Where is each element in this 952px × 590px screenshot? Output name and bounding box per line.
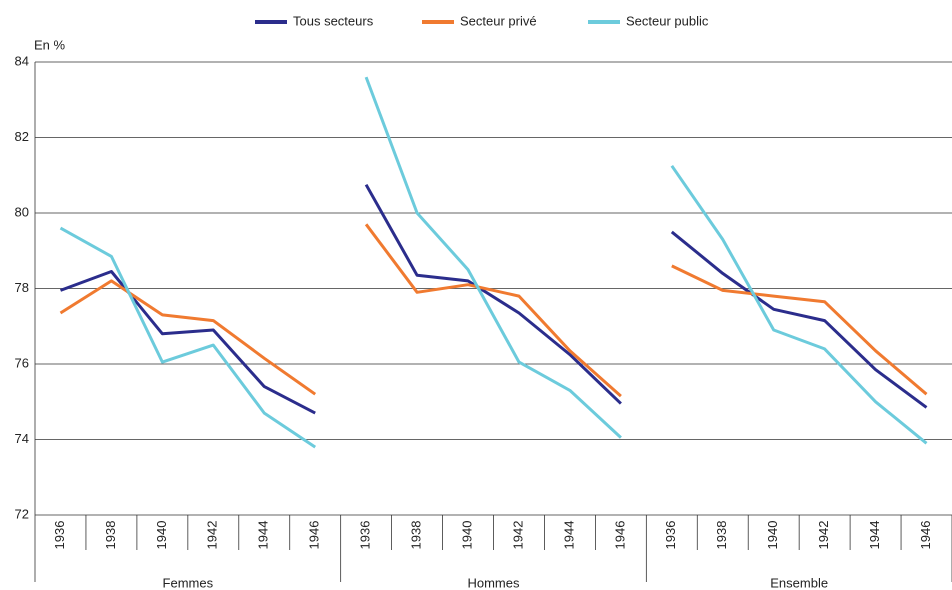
legend-label: Secteur public [626,13,709,28]
x-tick-label: 1940 [765,521,780,550]
x-tick-label: 1946 [918,521,933,550]
y-tick-label: 82 [15,129,29,144]
x-tick-label: 1940 [459,521,474,550]
legend-label: Tous secteurs [293,13,374,28]
series-line [59,226,317,449]
y-tick-label: 74 [15,431,29,446]
y-tick-label: 72 [15,506,29,521]
series-line [364,76,622,439]
y-tick-label: 78 [15,280,29,295]
x-tick-label: 1938 [103,521,118,550]
x-tick-label: 1938 [409,521,424,550]
x-tick-label: 1936 [52,521,67,550]
series-line [670,164,928,445]
x-tick-label: 1940 [154,521,169,550]
series-line [364,183,622,405]
group-label: Hommes [467,575,520,590]
series-line [670,230,928,409]
series-line [671,264,928,396]
x-tick-label: 1942 [816,521,831,550]
y-tick-label: 84 [15,53,29,68]
y-tick-label: 76 [15,355,29,370]
x-tick-label: 1942 [510,521,525,550]
x-tick-label: 1944 [256,521,271,550]
x-tick-label: 1944 [561,521,576,550]
series-line [364,223,622,398]
y-tick-label: 80 [15,204,29,219]
x-tick-label: 1946 [307,521,322,550]
x-tick-label: 1938 [714,521,729,550]
series-line [59,279,317,396]
legend-label: Secteur privé [460,13,537,28]
x-tick-label: 1944 [867,521,882,550]
group-label: Femmes [163,575,214,590]
group-label: Ensemble [770,575,828,590]
x-tick-label: 1936 [358,521,373,550]
x-tick-label: 1946 [612,521,627,550]
x-tick-label: 1942 [205,521,220,550]
x-tick-label: 1936 [663,521,678,550]
y-axis-label: En % [34,37,66,52]
series-line [59,270,316,415]
